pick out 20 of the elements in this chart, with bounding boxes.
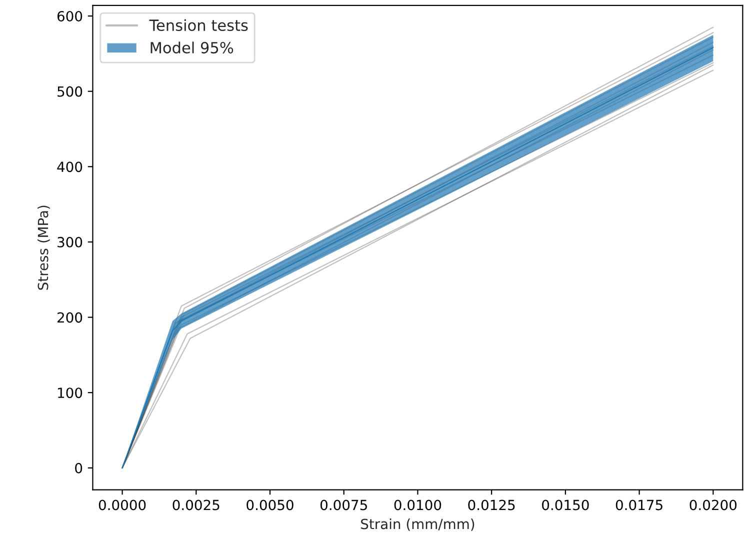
y-tick-label: 0 <box>75 462 82 474</box>
x-tick-label: 0.0025 <box>172 500 220 510</box>
x-tick-label: 0.0175 <box>616 500 662 510</box>
y-tick-label: 200 <box>58 312 82 323</box>
x-tick-label: 0.0200 <box>690 500 737 510</box>
x-tick-label: 0.0100 <box>394 500 442 510</box>
y-axis-title: Stress (MPa) <box>38 206 50 290</box>
x-axis-title: Strain (mm/mm) <box>361 518 474 531</box>
x-tick-label: 0.0125 <box>468 500 515 510</box>
y-tick-label: 300 <box>58 236 82 248</box>
x-tick-label: 0.0075 <box>320 500 367 510</box>
x-tick-label: 0.0150 <box>542 500 589 510</box>
x-tick-label: 0.0050 <box>246 500 294 510</box>
legend-label: Model 95% <box>150 42 234 54</box>
legend-label: Tension tests <box>149 19 248 32</box>
y-tick-label: 600 <box>57 10 82 22</box>
y-tick-label: 400 <box>57 162 82 172</box>
y-tick-label: 100 <box>58 388 82 398</box>
x-tick-label: 0.0000 <box>98 500 146 510</box>
y-tick-label: 500 <box>58 86 82 97</box>
